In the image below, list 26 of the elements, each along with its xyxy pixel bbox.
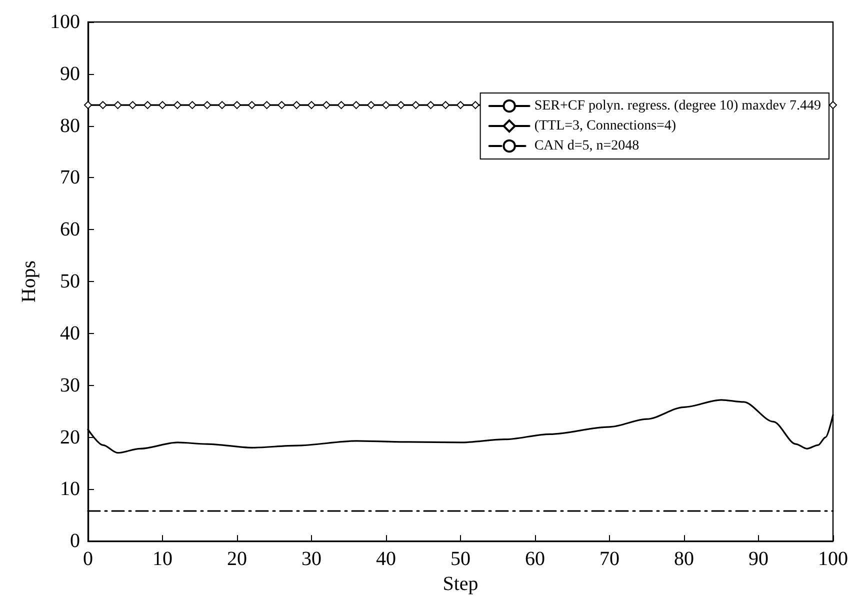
x-tick-label: 60 (525, 548, 545, 570)
x-tick-label: 80 (674, 548, 694, 570)
x-tick-label: 50 (450, 548, 470, 570)
y-tick-label: 90 (60, 62, 80, 85)
legend-label: SER+CF polyn. regress. (degree 10) maxdev 7.449 (534, 98, 822, 114)
y-tick-label: 80 (60, 114, 80, 137)
y-axis-title: Hops (18, 260, 40, 303)
x-tick-label: 70 (600, 548, 620, 570)
y-tick-label: 10 (60, 478, 80, 500)
y-tick-label: 70 (60, 166, 80, 189)
x-axis-title: Step (442, 573, 478, 595)
legend-label: CAN d=5, n=2048 (534, 138, 640, 154)
y-tick-label: 50 (60, 270, 80, 293)
y-tick-label: 30 (60, 374, 80, 396)
y-tick-label: 100 (50, 11, 80, 33)
legend-label: (TTL=3, Connections=4) (534, 118, 676, 134)
y-tick-label: 60 (60, 218, 80, 241)
x-tick-label: 40 (376, 548, 396, 570)
x-tick-label: 20 (227, 548, 247, 570)
y-tick-label: 40 (60, 322, 80, 344)
x-tick-label: 100 (818, 548, 848, 570)
y-tick-label: 0 (70, 530, 80, 552)
y-tick-label: 20 (60, 426, 80, 448)
x-tick-label: 10 (152, 548, 172, 570)
x-tick-label: 90 (748, 548, 768, 570)
x-tick-label: 30 (302, 548, 322, 570)
